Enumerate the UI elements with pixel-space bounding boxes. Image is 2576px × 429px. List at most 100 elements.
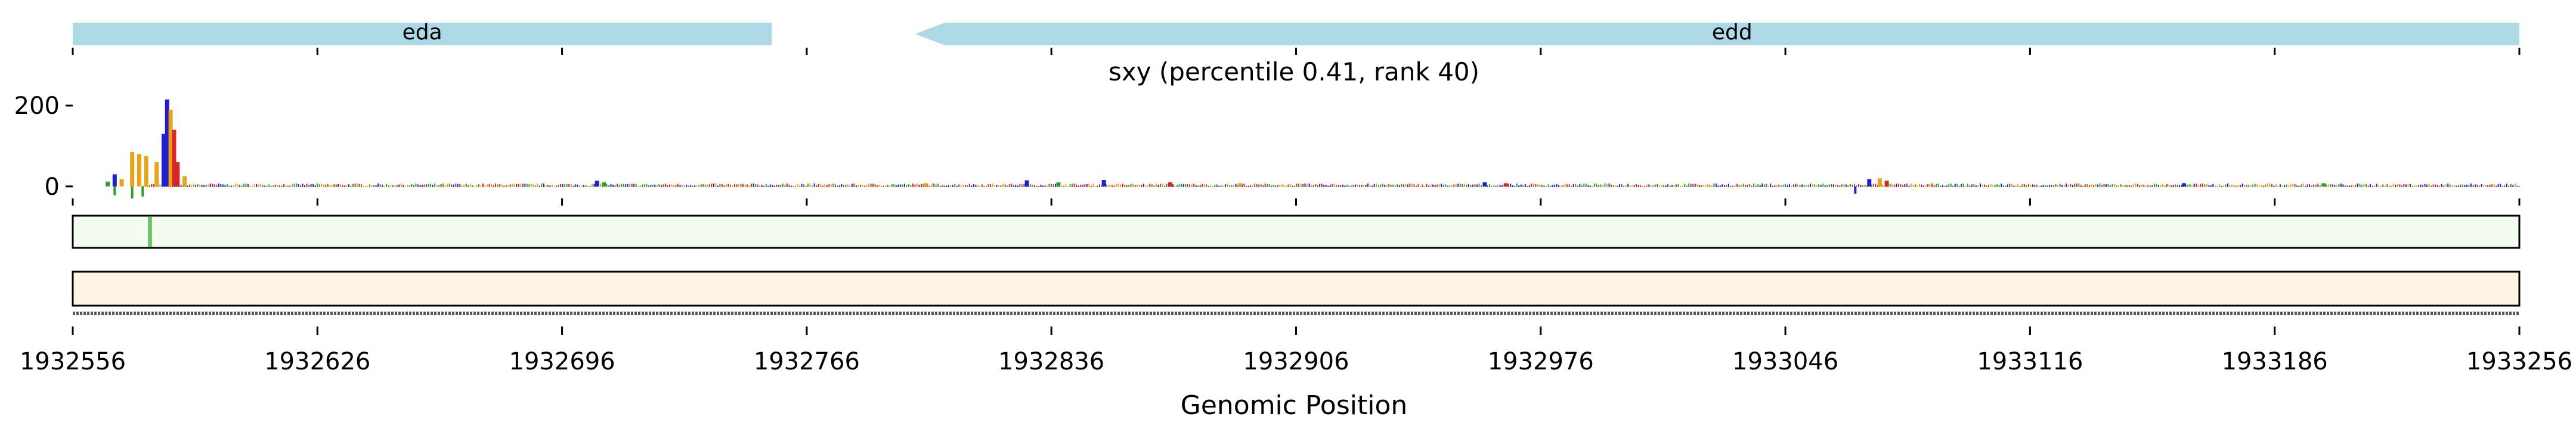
signal-bar <box>172 129 177 186</box>
signal-noise <box>2011 184 2012 187</box>
sequence-glyph <box>609 312 612 315</box>
sequence-glyph <box>874 312 877 315</box>
signal-noise <box>1038 185 1039 187</box>
signal-noise <box>2432 184 2434 187</box>
signal-noise <box>228 185 230 187</box>
sequence-glyph <box>1962 312 1964 315</box>
signal-noise <box>1719 185 1721 187</box>
sequence-glyph <box>91 312 93 315</box>
signal-noise <box>1581 185 1583 187</box>
signal-noise <box>1296 184 1298 187</box>
sequence-glyph <box>2377 312 2379 315</box>
signal-noise <box>252 185 253 187</box>
sequence-glyph <box>985 312 987 315</box>
sequence-glyph <box>2434 312 2436 315</box>
signal-noise <box>2439 185 2441 187</box>
signal-noise <box>1472 184 1473 187</box>
sequence-glyph <box>148 312 150 315</box>
sequence-glyph <box>1225 312 1227 315</box>
sequence-glyph <box>309 312 311 315</box>
sequence-glyph <box>1003 312 1005 315</box>
signal-noise <box>2265 184 2267 187</box>
signal-noise <box>273 185 274 187</box>
sequence-glyph <box>1880 312 1882 315</box>
sequence-glyph <box>2502 312 2504 315</box>
sequence-glyph <box>1769 312 1771 315</box>
signal-noise <box>1810 184 1812 187</box>
signal-noise <box>1662 185 1664 187</box>
signal-noise <box>499 184 501 187</box>
signal-noise <box>906 185 908 187</box>
sequence-glyph <box>212 312 215 315</box>
signal-bar <box>1238 183 1243 186</box>
sequence-glyph <box>1633 312 1635 315</box>
sequence-glyph <box>2241 312 2243 315</box>
sequence-glyph <box>992 312 995 315</box>
signal-noise <box>1998 185 2000 187</box>
sequence-glyph <box>1629 312 1631 315</box>
signal-noise <box>321 184 323 187</box>
signal-noise <box>1246 185 1247 187</box>
signal-noise <box>1151 184 1153 187</box>
signal-noise <box>1501 185 1503 187</box>
signal-noise <box>2254 184 2256 187</box>
sequence-glyph <box>595 312 597 315</box>
signal-noise <box>1480 185 1482 187</box>
signal-noise <box>1311 184 1312 187</box>
sequence-glyph <box>1772 312 1775 315</box>
signal-noise <box>306 184 308 187</box>
signal-noise <box>1176 185 1178 187</box>
signal-noise <box>2334 185 2336 187</box>
sequence-glyph <box>452 312 454 315</box>
signal-noise <box>1738 185 1740 187</box>
signal-noise <box>1365 184 1367 187</box>
sequence-glyph <box>2466 312 2469 315</box>
signal-noise <box>996 185 998 187</box>
signal-noise <box>933 184 935 187</box>
sequence-glyph <box>1053 312 1055 315</box>
signal-noise <box>2305 185 2306 187</box>
sequence-glyph <box>1092 312 1095 315</box>
signal-noise <box>738 184 740 187</box>
sequence-glyph <box>1894 312 1896 315</box>
sequence-glyph <box>2155 312 2157 315</box>
signal-noise <box>1766 184 1767 187</box>
signal-bar <box>144 156 148 186</box>
sequence-glyph <box>1525 312 1528 315</box>
signal-bar <box>141 186 144 197</box>
signal-noise <box>1092 183 1094 187</box>
signal-noise <box>1023 184 1025 187</box>
sequence-glyph <box>166 312 168 315</box>
signal-noise <box>1992 185 1994 187</box>
signal-noise <box>553 185 555 187</box>
signal-noise <box>2032 184 2033 187</box>
signal-noise <box>143 185 144 187</box>
signal-noise <box>682 185 683 187</box>
signal-noise <box>1287 184 1289 187</box>
signal-noise <box>610 184 612 187</box>
sequence-glyph <box>1364 312 1367 315</box>
signal-noise <box>2391 185 2392 187</box>
sequence-glyph <box>1958 312 1961 315</box>
signal-noise <box>260 184 262 187</box>
signal-noise <box>964 185 966 187</box>
signal-noise <box>1459 184 1461 187</box>
signal-noise <box>1669 185 1671 187</box>
sequence-glyph <box>599 312 601 315</box>
gene-label: eda <box>402 20 442 45</box>
signal-noise <box>570 184 572 187</box>
signal-noise <box>1342 184 1343 187</box>
sequence-glyph <box>1604 312 1606 315</box>
signal-noise <box>589 185 591 187</box>
signal-noise <box>1562 185 1564 187</box>
sequence-glyph <box>1668 312 1671 315</box>
signal-noise <box>920 184 922 187</box>
signal-noise <box>1812 184 1813 187</box>
signal-noise <box>503 185 505 187</box>
x-tick-label: 1933046 <box>1732 348 1838 375</box>
signal-noise <box>643 184 645 187</box>
sequence-glyph <box>1547 312 1549 315</box>
signal-noise <box>442 184 444 187</box>
signal-noise <box>2240 185 2241 187</box>
signal-noise <box>1822 184 1824 187</box>
